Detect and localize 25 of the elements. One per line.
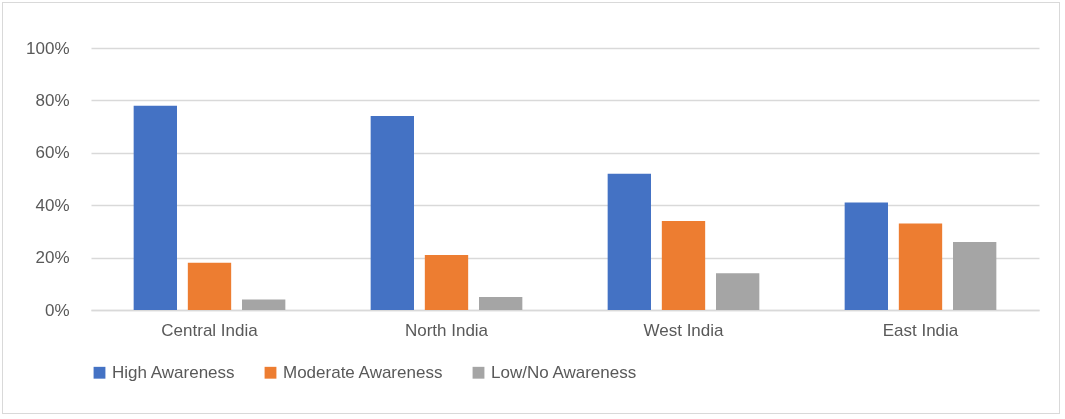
bar	[187, 262, 232, 310]
bar	[242, 299, 286, 310]
y-tick-label: 40%	[35, 195, 70, 215]
legend-label: High Awareness	[112, 362, 235, 382]
x-tick-label: Central India	[161, 320, 259, 340]
bar	[479, 296, 523, 310]
x-tick-label: West India	[643, 320, 725, 340]
bar	[133, 105, 177, 310]
y-tick-label: 0%	[44, 300, 70, 320]
bar	[370, 116, 414, 310]
y-tick-label: 20%	[35, 248, 70, 268]
bar	[898, 223, 943, 310]
bar	[607, 173, 651, 310]
bar	[661, 220, 706, 310]
y-tick-label: 60%	[35, 143, 70, 163]
bar	[844, 202, 888, 310]
y-tick-label: 80%	[35, 90, 70, 110]
bar	[424, 254, 469, 310]
legend-label: Moderate Awareness	[283, 362, 443, 382]
x-tick-label: East India	[882, 320, 959, 340]
bar	[716, 273, 760, 310]
bar	[953, 241, 997, 310]
x-tick-label: North India	[404, 320, 489, 340]
y-tick-label: 100%	[26, 38, 70, 58]
legend-label: Low/No Awareness	[491, 362, 637, 382]
